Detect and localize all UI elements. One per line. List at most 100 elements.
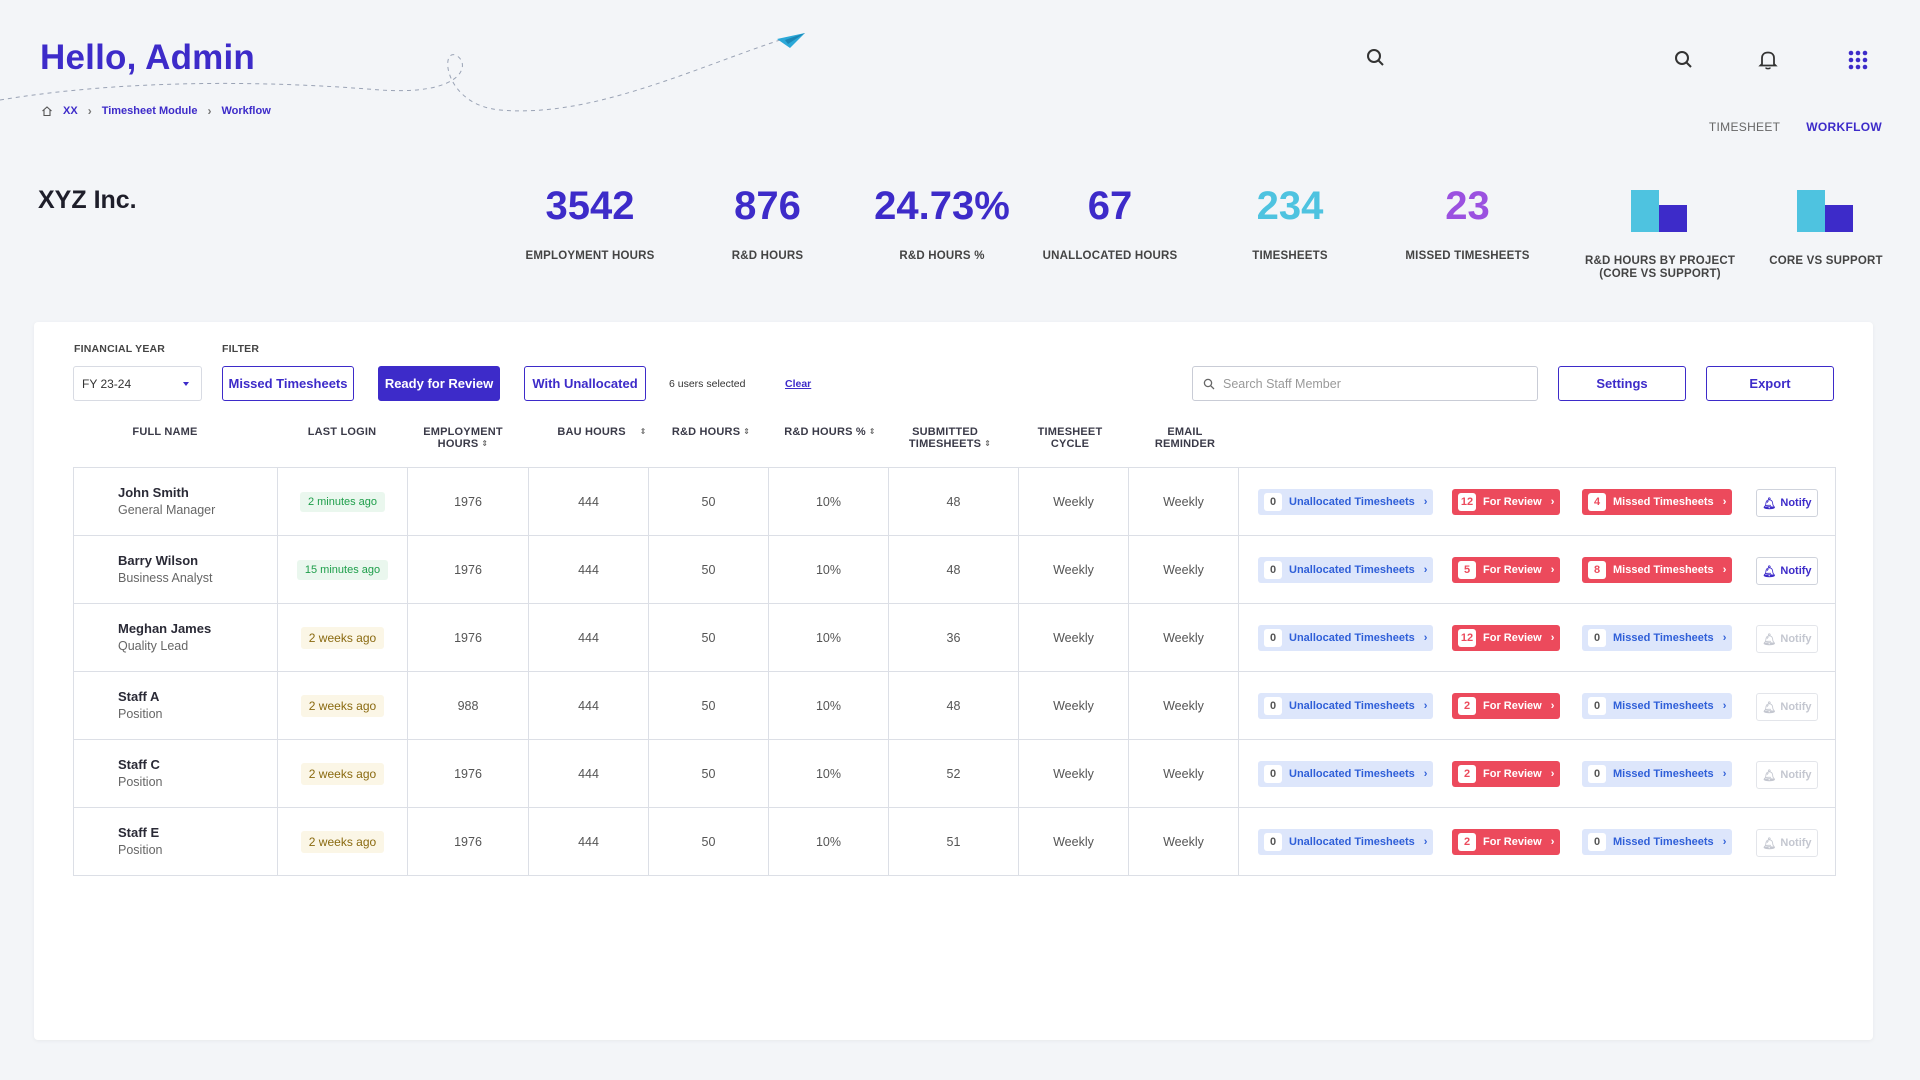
missed-timesheets-button[interactable]: 0 Missed Timesheets › [1582, 693, 1733, 719]
kpi-label: MISSED TIMESHEETS [1405, 250, 1530, 262]
rd-hours-percent-cell: 10% [815, 631, 842, 645]
col-header-employment-hours[interactable]: EMPLOYMENT HOURS ⇕ [408, 426, 518, 450]
col-header-rd-hours-percent[interactable]: R&D HOURS % ⇕ [780, 426, 880, 438]
sort-icon[interactable]: ⇕ [481, 439, 489, 448]
email-reminder-cell: Weekly [1163, 699, 1204, 713]
kpi-employment-hours: 3542 EMPLOYMENT HOURS [505, 180, 675, 263]
sort-icon[interactable]: ⇕ [639, 427, 647, 436]
email-reminder-cell: Weekly [1163, 563, 1204, 577]
kpi-rd-by-project-chart[interactable]: R&D HOURS BY PROJECT (CORE VS SUPPORT) [1575, 180, 1745, 281]
missed-timesheets-filter-button[interactable]: Missed Timesheets [222, 366, 354, 401]
search-staff-input[interactable] [1223, 376, 1523, 391]
col-header-full-name[interactable]: FULL NAME [132, 426, 198, 438]
rd-hours-cell: 50 [701, 767, 716, 781]
notify-button[interactable]: 🔔︎ Notify [1756, 761, 1818, 789]
missed-timesheets-button[interactable]: 0 Missed Timesheets › [1582, 829, 1733, 855]
bell-icon: 🔔︎ [1762, 701, 1777, 714]
kpi-rd-hours: 876 R&D HOURS [700, 180, 835, 263]
clear-selection-link[interactable]: Clear [785, 378, 812, 390]
ready-for-review-filter-button[interactable]: Ready for Review [378, 366, 500, 401]
unallocated-timesheets-button[interactable]: 0 Unallocated Timesheets › [1258, 829, 1434, 855]
for-review-button[interactable]: 2 For Review › [1452, 829, 1561, 855]
staff-position: Position [118, 707, 163, 721]
settings-button[interactable]: Settings [1558, 366, 1686, 401]
notify-button[interactable]: 🔔︎ Notify [1756, 625, 1818, 653]
for-review-button[interactable]: 2 For Review › [1452, 693, 1561, 719]
unallocated-timesheets-button[interactable]: 0 Unallocated Timesheets › [1258, 761, 1434, 787]
submitted-timesheets-cell: 52 [946, 767, 961, 781]
timesheet-cycle-cell: Weekly [1053, 835, 1094, 849]
missed-timesheets-button[interactable]: 8 Missed Timesheets › [1582, 557, 1733, 583]
view-tabs: TIMESHEET WORKFLOW [1709, 120, 1882, 134]
bell-icon: 🔔︎ [1762, 837, 1777, 850]
notify-button[interactable]: 🔔︎ Notify [1756, 489, 1818, 517]
kpi-core-vs-support-chart[interactable]: CORE VS SUPPORT [1765, 180, 1887, 268]
notify-button[interactable]: 🔔︎ Notify [1756, 829, 1818, 857]
breadcrumb-item[interactable]: XX [63, 105, 78, 117]
breadcrumb-item[interactable]: Timesheet Module [101, 105, 198, 117]
table-row[interactable]: Staff A Position 2 weeks ago 988 444 50 … [74, 672, 1835, 740]
financial-year-select[interactable]: FY 23-24 [73, 366, 202, 401]
with-unallocated-filter-button[interactable]: With Unallocated [524, 366, 646, 401]
staff-name-cell: Staff A Position [118, 689, 162, 721]
col-header-line: REMINDER [1154, 438, 1216, 450]
unallocated-timesheets-button[interactable]: 0 Unallocated Timesheets › [1258, 557, 1434, 583]
breadcrumb-item[interactable]: Workflow [221, 105, 271, 117]
table-row[interactable]: Barry Wilson Business Analyst 15 minutes… [74, 536, 1835, 604]
table-row[interactable]: Staff E Position 2 weeks ago 1976 444 50… [74, 808, 1835, 876]
missed-timesheets-button[interactable]: 0 Missed Timesheets › [1582, 761, 1733, 787]
financial-year-value: FY 23-24 [82, 377, 132, 391]
sort-icon[interactable]: ⇕ [743, 427, 751, 436]
col-header-last-login[interactable]: LAST LOGIN [307, 426, 377, 438]
kpi-missed-timesheets: 23 MISSED TIMESHEETS [1390, 180, 1545, 263]
staff-table-card [34, 322, 1873, 1040]
staff-name[interactable]: Meghan James [118, 621, 212, 636]
home-icon[interactable] [41, 105, 53, 117]
staff-name-cell: Staff E Position [118, 825, 162, 857]
search-staff-field[interactable] [1192, 366, 1538, 401]
table-row[interactable]: Meghan James Quality Lead 2 weeks ago 19… [74, 604, 1835, 672]
col-header-submitted-timesheets[interactable]: SUBMITTED⇕ TIMESHEETS⇕ [900, 426, 1000, 450]
employment-hours-cell: 1976 [454, 767, 482, 781]
sort-icon[interactable]: ⇕ [984, 439, 992, 448]
table-row[interactable]: John Smith General Manager 2 minutes ago… [74, 468, 1835, 536]
table-row[interactable]: Staff C Position 2 weeks ago 1976 444 50… [74, 740, 1835, 808]
search-icon[interactable] [1672, 48, 1696, 72]
unallocated-timesheets-button[interactable]: 0 Unallocated Timesheets › [1258, 693, 1434, 719]
chevron-right-icon: › [1550, 836, 1555, 848]
for-review-button[interactable]: 5 For Review › [1452, 557, 1561, 583]
unallocated-timesheets-button[interactable]: 0 Unallocated Timesheets › [1258, 489, 1434, 515]
notify-button[interactable]: 🔔︎ Notify [1756, 693, 1818, 721]
search-icon[interactable] [1364, 46, 1388, 70]
bell-icon[interactable] [1756, 48, 1780, 72]
email-reminder-cell: Weekly [1163, 631, 1204, 645]
for-review-button[interactable]: 12 For Review › [1452, 489, 1561, 515]
sort-icon[interactable]: ⇕ [868, 427, 876, 436]
financial-year-label: FINANCIAL YEAR [74, 343, 166, 355]
staff-name[interactable]: John Smith [118, 485, 189, 500]
last-login-badge: 2 weeks ago [300, 627, 385, 649]
missed-timesheets-button[interactable]: 4 Missed Timesheets › [1582, 489, 1733, 515]
for-review-button[interactable]: 2 For Review › [1452, 761, 1561, 787]
staff-name[interactable]: Staff E [118, 825, 160, 840]
staff-name[interactable]: Staff A [118, 689, 160, 704]
export-button[interactable]: Export [1706, 366, 1834, 401]
tab-timesheet[interactable]: TIMESHEET [1708, 120, 1781, 134]
caret-down-icon [183, 382, 189, 386]
col-header-rd-hours[interactable]: R&D HOURS ⇕ [665, 426, 757, 438]
tab-workflow[interactable]: WORKFLOW [1806, 120, 1882, 134]
kpi-sublabel: (CORE VS SUPPORT) [1599, 268, 1721, 280]
col-header-timesheet-cycle[interactable]: TIMESHEET CYCLE [1020, 426, 1120, 450]
staff-name[interactable]: Staff C [118, 757, 160, 772]
unallocated-timesheets-button[interactable]: 0 Unallocated Timesheets › [1258, 625, 1434, 651]
col-header-email-reminder[interactable]: EMAIL REMINDER [1135, 426, 1235, 450]
col-header-line: EMAIL [1167, 426, 1203, 438]
for-review-button[interactable]: 12 For Review › [1452, 625, 1561, 651]
staff-name[interactable]: Barry Wilson [118, 553, 199, 568]
bell-icon: 🔔︎ [1762, 497, 1777, 510]
notify-button[interactable]: 🔔︎ Notify [1756, 557, 1818, 585]
apps-grid-icon[interactable] [1848, 50, 1868, 70]
filter-label: FILTER [222, 343, 260, 355]
col-header-bau-hours[interactable]: BAU HOURS ⇕ [548, 426, 656, 438]
missed-timesheets-button[interactable]: 0 Missed Timesheets › [1582, 625, 1733, 651]
